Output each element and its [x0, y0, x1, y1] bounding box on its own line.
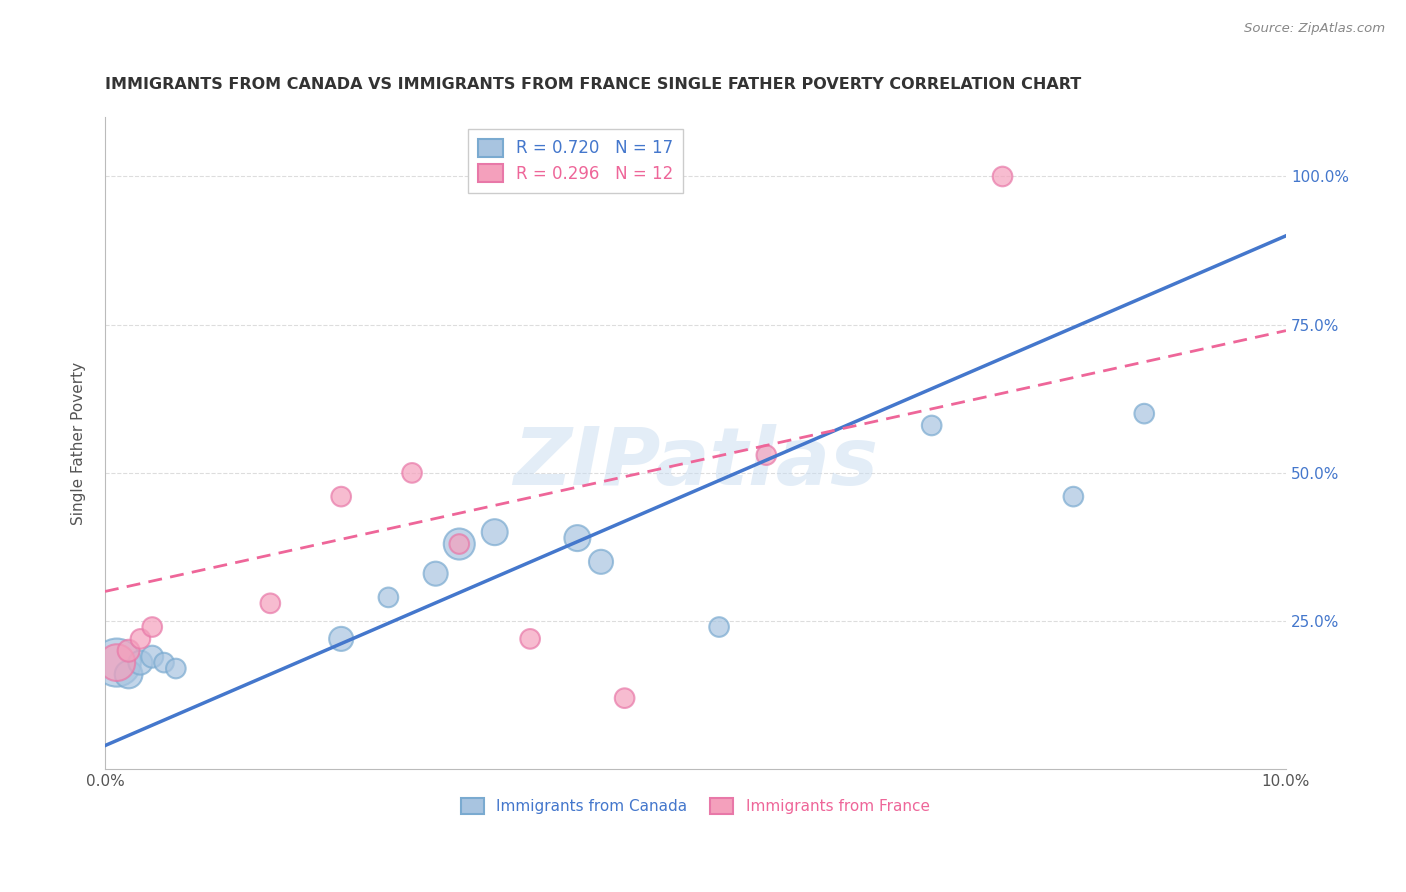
Point: [707, 620, 730, 634]
Legend: Immigrants from Canada, Immigrants from France: Immigrants from Canada, Immigrants from …: [456, 791, 936, 821]
Point: [141, 649, 163, 664]
Point: [484, 525, 506, 540]
Point: [519, 632, 541, 646]
Point: [991, 169, 1014, 184]
Point: [141, 620, 163, 634]
Point: [613, 691, 636, 706]
Point: [401, 466, 423, 480]
Point: [105, 656, 128, 670]
Point: [449, 537, 471, 551]
Point: [330, 490, 353, 504]
Point: [755, 448, 778, 462]
Point: [330, 632, 353, 646]
Point: [129, 656, 152, 670]
Text: IMMIGRANTS FROM CANADA VS IMMIGRANTS FROM FRANCE SINGLE FATHER POVERTY CORRELATI: IMMIGRANTS FROM CANADA VS IMMIGRANTS FRO…: [105, 78, 1081, 93]
Point: [105, 656, 128, 670]
Point: [165, 661, 187, 675]
Point: [1062, 490, 1084, 504]
Point: [449, 537, 471, 551]
Text: ZIPatlas: ZIPatlas: [513, 424, 877, 502]
Point: [153, 656, 176, 670]
Point: [921, 418, 943, 433]
Point: [425, 566, 447, 581]
Point: [117, 644, 139, 658]
Y-axis label: Single Father Poverty: Single Father Poverty: [72, 361, 86, 524]
Text: Source: ZipAtlas.com: Source: ZipAtlas.com: [1244, 22, 1385, 36]
Point: [117, 667, 139, 681]
Point: [589, 555, 612, 569]
Point: [1133, 407, 1156, 421]
Point: [129, 632, 152, 646]
Point: [377, 591, 399, 605]
Point: [567, 531, 589, 545]
Point: [259, 596, 281, 610]
